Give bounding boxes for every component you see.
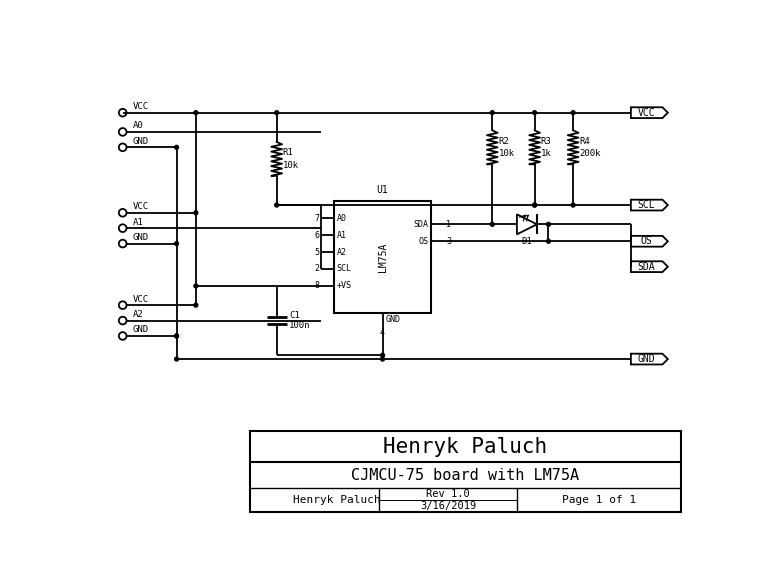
Text: 1: 1: [446, 220, 451, 229]
Text: Rev 1.0: Rev 1.0: [426, 489, 470, 499]
Circle shape: [380, 353, 384, 357]
Text: +VS: +VS: [337, 281, 351, 291]
Bar: [334, 201, 430, 313]
Text: 3/16/2019: 3/16/2019: [420, 501, 476, 511]
Text: 7: 7: [314, 214, 319, 223]
Text: A1: A1: [337, 231, 347, 240]
Text: Henryk Paluch: Henryk Paluch: [293, 495, 381, 505]
Circle shape: [194, 284, 198, 288]
Circle shape: [490, 111, 494, 115]
Text: Henryk Paluch: Henryk Paluch: [383, 437, 547, 457]
Text: D1: D1: [522, 237, 533, 246]
Text: 4: 4: [380, 328, 385, 338]
Circle shape: [175, 241, 179, 246]
Text: CJMCU-75 board with LM75A: CJMCU-75 board with LM75A: [351, 468, 580, 483]
Text: GND: GND: [133, 137, 149, 146]
Text: VCC: VCC: [133, 295, 149, 304]
Text: VCC: VCC: [638, 108, 655, 118]
Circle shape: [275, 111, 279, 115]
Circle shape: [547, 239, 551, 243]
Text: R3: R3: [540, 137, 551, 146]
Text: OS: OS: [640, 236, 653, 246]
Text: SCL: SCL: [638, 200, 655, 210]
Bar: [250, 431, 681, 512]
Circle shape: [490, 223, 494, 226]
Text: R4: R4: [580, 137, 590, 146]
Text: SDA: SDA: [638, 262, 655, 272]
Circle shape: [571, 203, 575, 207]
Text: A0: A0: [133, 121, 144, 130]
Text: GND: GND: [386, 315, 401, 324]
Text: GND: GND: [133, 325, 149, 335]
Circle shape: [533, 111, 537, 115]
Text: SCL: SCL: [337, 264, 351, 274]
Text: OS: OS: [419, 237, 428, 246]
Text: A2: A2: [337, 247, 347, 257]
Circle shape: [194, 303, 198, 307]
Circle shape: [194, 211, 198, 214]
Text: VCC: VCC: [133, 102, 149, 111]
Text: A2: A2: [133, 310, 144, 319]
Text: 100n: 100n: [289, 321, 311, 330]
Text: 2: 2: [314, 264, 319, 274]
Circle shape: [175, 334, 179, 338]
Text: 10k: 10k: [498, 149, 515, 158]
Text: 8: 8: [314, 281, 319, 291]
Text: C1: C1: [289, 311, 300, 321]
Text: SDA: SDA: [413, 220, 428, 229]
Text: R1: R1: [283, 148, 294, 157]
Text: 3: 3: [446, 237, 451, 246]
Circle shape: [547, 223, 551, 226]
Circle shape: [175, 145, 179, 149]
Circle shape: [175, 334, 179, 338]
Text: Page 1 of 1: Page 1 of 1: [562, 495, 636, 505]
Text: 200k: 200k: [580, 149, 601, 158]
Circle shape: [533, 203, 537, 207]
Text: GND: GND: [133, 233, 149, 242]
Text: GND: GND: [638, 354, 655, 364]
Text: 5: 5: [314, 247, 319, 257]
Circle shape: [175, 357, 179, 361]
Circle shape: [380, 357, 384, 361]
Text: 1k: 1k: [540, 149, 551, 158]
Circle shape: [194, 111, 198, 115]
Text: A1: A1: [133, 217, 144, 227]
Text: VCC: VCC: [133, 202, 149, 211]
Text: LM75A: LM75A: [377, 243, 387, 272]
Text: 10k: 10k: [283, 161, 299, 169]
Text: U1: U1: [376, 185, 388, 195]
Circle shape: [275, 203, 279, 207]
Circle shape: [571, 111, 575, 115]
Text: 6: 6: [314, 231, 319, 240]
Text: A0: A0: [337, 214, 347, 223]
Text: R2: R2: [498, 137, 509, 146]
Circle shape: [533, 203, 537, 207]
